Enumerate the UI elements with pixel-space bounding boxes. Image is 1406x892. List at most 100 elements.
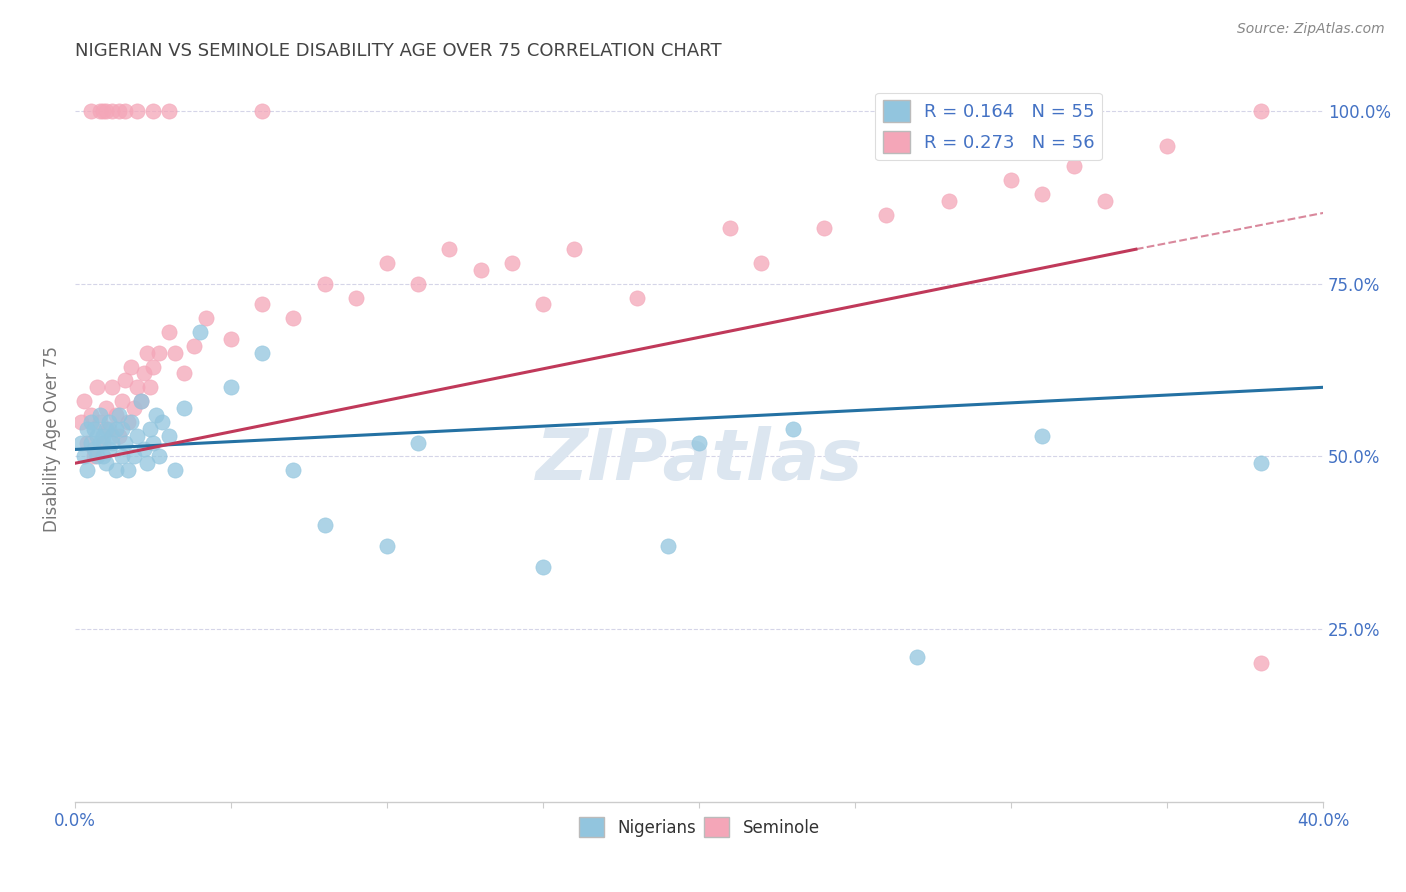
Point	[79, 415, 101, 429]
Point	[283, 311, 305, 326]
Point	[132, 367, 155, 381]
Point	[117, 415, 139, 429]
Point	[89, 415, 111, 429]
Point	[127, 380, 149, 394]
Point	[104, 463, 127, 477]
Point	[91, 450, 114, 464]
Point	[501, 256, 523, 270]
Point	[79, 408, 101, 422]
Point	[531, 559, 554, 574]
Point	[114, 435, 136, 450]
Point	[344, 291, 367, 305]
Point	[86, 380, 108, 394]
Point	[406, 435, 429, 450]
Y-axis label: Disability Age Over 75: Disability Age Over 75	[44, 346, 60, 533]
Point	[195, 311, 218, 326]
Point	[907, 649, 929, 664]
Point	[142, 435, 165, 450]
Point	[1156, 138, 1178, 153]
Point	[83, 422, 105, 436]
Point	[111, 394, 134, 409]
Point	[173, 367, 195, 381]
Point	[124, 450, 146, 464]
Point	[96, 104, 118, 119]
Point	[127, 428, 149, 442]
Point	[219, 380, 242, 394]
Point	[145, 408, 167, 422]
Point	[531, 297, 554, 311]
Point	[135, 456, 157, 470]
Text: NIGERIAN VS SEMINOLE DISABILITY AGE OVER 75 CORRELATION CHART: NIGERIAN VS SEMINOLE DISABILITY AGE OVER…	[75, 42, 721, 60]
Point	[98, 442, 121, 457]
Point	[875, 208, 897, 222]
Point	[89, 104, 111, 119]
Point	[406, 277, 429, 291]
Point	[150, 415, 173, 429]
Point	[101, 380, 124, 394]
Point	[114, 104, 136, 119]
Point	[107, 104, 129, 119]
Point	[1250, 456, 1272, 470]
Point	[813, 221, 835, 235]
Point	[142, 359, 165, 374]
Point	[314, 277, 336, 291]
Text: ZIPatlas: ZIPatlas	[536, 426, 863, 495]
Point	[163, 345, 186, 359]
Point	[104, 422, 127, 436]
Point	[148, 450, 170, 464]
Point	[1031, 186, 1053, 201]
Legend: Nigerians, Seminole: Nigerians, Seminole	[572, 810, 827, 844]
Point	[283, 463, 305, 477]
Point	[117, 463, 139, 477]
Point	[76, 463, 98, 477]
Point	[89, 435, 111, 450]
Point	[183, 339, 205, 353]
Point	[83, 442, 105, 457]
Point	[157, 325, 180, 339]
Point	[1094, 194, 1116, 208]
Text: Source: ZipAtlas.com: Source: ZipAtlas.com	[1237, 22, 1385, 37]
Point	[139, 380, 162, 394]
Point	[148, 345, 170, 359]
Point	[73, 394, 96, 409]
Point	[76, 422, 98, 436]
Point	[101, 435, 124, 450]
Point	[96, 401, 118, 415]
Point	[86, 450, 108, 464]
Point	[252, 297, 274, 311]
Point	[657, 539, 679, 553]
Point	[252, 104, 274, 119]
Point	[219, 332, 242, 346]
Point	[120, 359, 142, 374]
Point	[129, 394, 152, 409]
Point	[101, 428, 124, 442]
Point	[375, 256, 398, 270]
Point	[314, 518, 336, 533]
Point	[96, 456, 118, 470]
Point	[157, 104, 180, 119]
Point	[139, 422, 162, 436]
Point	[98, 415, 121, 429]
Point	[91, 104, 114, 119]
Point	[114, 373, 136, 387]
Point	[1250, 657, 1272, 671]
Point	[96, 422, 118, 436]
Point	[938, 194, 960, 208]
Point	[76, 435, 98, 450]
Point	[91, 428, 114, 442]
Point	[79, 104, 101, 119]
Point	[626, 291, 648, 305]
Point	[111, 422, 134, 436]
Point	[127, 104, 149, 119]
Point	[86, 428, 108, 442]
Point	[132, 442, 155, 457]
Point	[107, 428, 129, 442]
Point	[101, 104, 124, 119]
Point	[252, 345, 274, 359]
Point	[1031, 428, 1053, 442]
Point	[163, 463, 186, 477]
Point	[173, 401, 195, 415]
Point	[751, 256, 773, 270]
Point	[135, 345, 157, 359]
Point	[91, 435, 114, 450]
